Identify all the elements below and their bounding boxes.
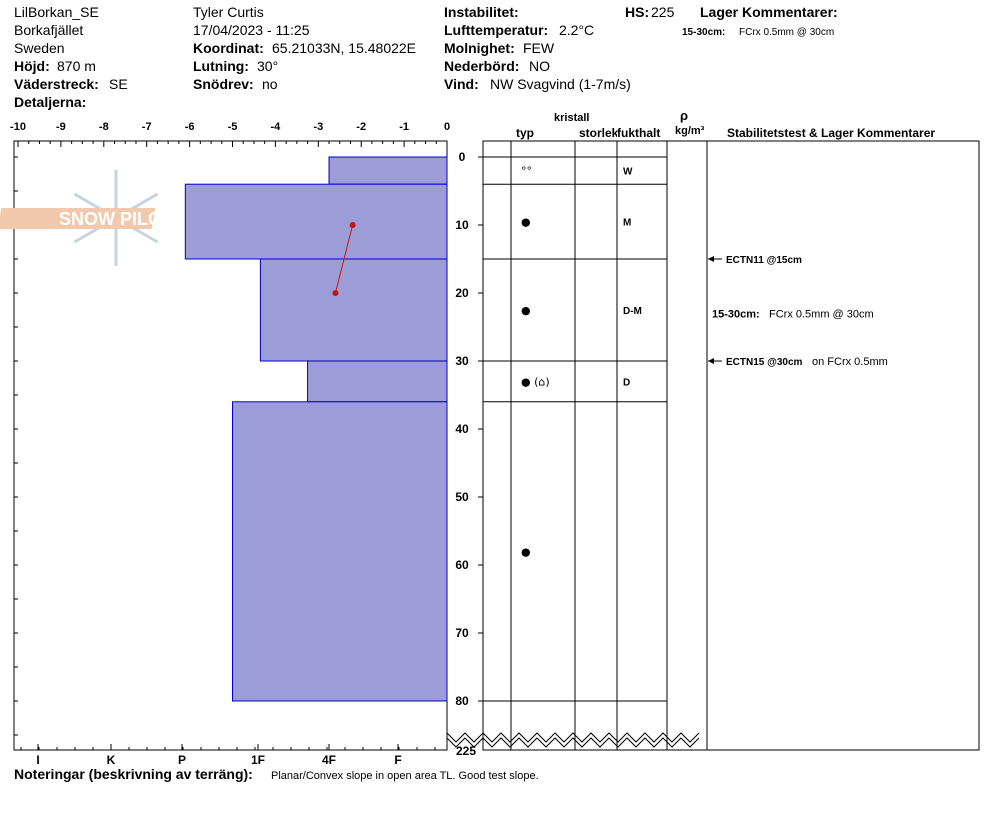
moisture-label: W xyxy=(623,167,633,178)
wind-label: Vind: xyxy=(444,76,479,92)
x-top-tick-label: -6 xyxy=(185,121,195,133)
hardness-layer-bar xyxy=(307,360,448,403)
col-density-unit: kg/m³ xyxy=(675,125,705,137)
y-tick-label: 40 xyxy=(455,422,469,436)
area-name: Borkafjället xyxy=(14,22,84,38)
wind-value: NW Svagvind (1-7m/s) xyxy=(490,76,631,92)
moisture-label: M xyxy=(623,218,631,229)
y-tick-label: 30 xyxy=(455,354,469,368)
snowpilot-logo: SNOW PILOT xyxy=(0,170,173,266)
x-bottom-tick-label: P xyxy=(178,753,186,767)
layer-comments-label: Lager Kommentarer: xyxy=(700,4,838,20)
sky-value: FEW xyxy=(523,40,555,56)
hardness-layer-bar xyxy=(184,183,448,260)
hardness-layer-bar xyxy=(259,258,448,362)
axis-break-line-b xyxy=(446,737,700,748)
x-top-tick-label: -9 xyxy=(56,121,66,133)
x-top-tick-label: -7 xyxy=(142,121,152,133)
slope-value: 30° xyxy=(257,58,279,74)
col-crystal: kristall xyxy=(554,112,590,124)
stability-test-label: ECTN15 @30cm xyxy=(726,357,803,368)
elevation-value: 870 m xyxy=(57,58,96,74)
moisture-label: D xyxy=(623,377,630,388)
details-label: Detaljerna: xyxy=(14,94,87,110)
drift-label: Snödrev: xyxy=(193,76,254,92)
table-frame xyxy=(482,140,980,751)
sky-label: Molnighet: xyxy=(444,40,515,56)
datetime: 17/04/2023 - 11:25 xyxy=(193,22,310,38)
logo-banner xyxy=(0,208,156,229)
notes-label: Noteringar (beskrivning av terräng): xyxy=(14,766,253,782)
coord-value: 65.21033N, 15.48022E xyxy=(272,40,417,56)
x-top-tick-label: 0 xyxy=(444,121,450,133)
slope-label: Lutning: xyxy=(193,58,249,74)
x-bottom-tick-label: I xyxy=(36,753,39,767)
y-break-label: 225 xyxy=(456,744,476,758)
instability-label: Instabilitet: xyxy=(444,4,519,20)
y-tick-label: 80 xyxy=(455,694,469,708)
x-top-tick-label: -5 xyxy=(228,121,238,133)
y-tick-label: 60 xyxy=(455,558,469,572)
stability-arrow-head xyxy=(708,256,714,262)
x-top-tick-label: -1 xyxy=(399,121,409,133)
x-top-tick-label: -10 xyxy=(10,121,26,133)
grain-type-symbol: °° xyxy=(521,165,532,178)
axis-break-line-a xyxy=(446,732,700,743)
y-tick-label: 0 xyxy=(459,150,466,164)
y-tick-label: 50 xyxy=(455,490,469,504)
air-temp-value: 2.2°C xyxy=(559,22,595,38)
elevation-label: Höjd: xyxy=(14,58,50,74)
grain-type-symbol: ● (⌂) xyxy=(521,375,550,388)
hardness-layer-bar xyxy=(328,156,448,185)
coord-label: Koordinat: xyxy=(193,40,264,56)
x-bottom-tick-label: F xyxy=(394,753,401,767)
col-density-symbol: ρ xyxy=(680,108,689,123)
hs-label: HS: xyxy=(625,4,650,20)
aspect-value: SE xyxy=(109,76,128,92)
col-moisture: fukthalt xyxy=(617,126,661,140)
air-temp-label: Lufttemperatur: xyxy=(444,22,549,38)
col-size: storlek xyxy=(579,126,617,140)
stability-test-note: on FCrx 0.5mm xyxy=(812,356,888,368)
aspect-label: Väderstreck: xyxy=(14,76,99,92)
temperature-point xyxy=(332,290,339,296)
x-top-tick-label: -2 xyxy=(356,121,366,133)
temperature-point xyxy=(349,222,356,228)
layer-comment-text: FCrx 0.5mm @ 30cm xyxy=(769,308,874,320)
layer-comment-text: FCrx 0.5mm @ 30cm xyxy=(739,27,835,38)
grain-type-symbol: ● xyxy=(521,304,531,317)
country: Sweden xyxy=(14,40,65,56)
drift-value: no xyxy=(262,76,278,92)
y-tick-label: 70 xyxy=(455,626,469,640)
x-top-tick-label: -8 xyxy=(99,121,109,133)
hs-value: 225 xyxy=(651,4,675,20)
hardness-layer-bar xyxy=(232,401,448,702)
x-top-tick-label: -4 xyxy=(271,121,282,133)
col-type: typ xyxy=(516,126,534,140)
moisture-label: D-M xyxy=(623,306,642,317)
x-bottom-tick-label: 4F xyxy=(322,753,336,767)
observer: Tyler Curtis xyxy=(193,4,264,20)
stability-arrow-head xyxy=(708,358,714,364)
temperature-line xyxy=(334,224,354,294)
precip-value: NO xyxy=(529,58,550,74)
logo-text: SNOW PILOT xyxy=(59,209,173,229)
site-name: LilBorkan_SE xyxy=(14,4,99,20)
grain-type-symbol: ● xyxy=(521,216,531,229)
grain-type-symbol: ● xyxy=(521,545,531,558)
notes-text: Planar/Convex slope in open area TL. Goo… xyxy=(271,770,539,782)
layer-comment-range: 15-30cm: xyxy=(682,27,726,38)
precip-label: Nederbörd: xyxy=(444,58,520,74)
stability-test-label: ECTN11 @15cm xyxy=(726,255,802,266)
col-stability: Stabilitetstest & Lager Kommentarer xyxy=(727,126,936,140)
y-tick-label: 10 xyxy=(455,218,469,232)
y-tick-label: 20 xyxy=(455,286,469,300)
x-bottom-tick-label: K xyxy=(107,753,116,767)
x-bottom-tick-label: 1F xyxy=(251,753,265,767)
layer-comment-range: 15-30cm: xyxy=(712,308,760,320)
x-top-tick-label: -3 xyxy=(313,121,323,133)
